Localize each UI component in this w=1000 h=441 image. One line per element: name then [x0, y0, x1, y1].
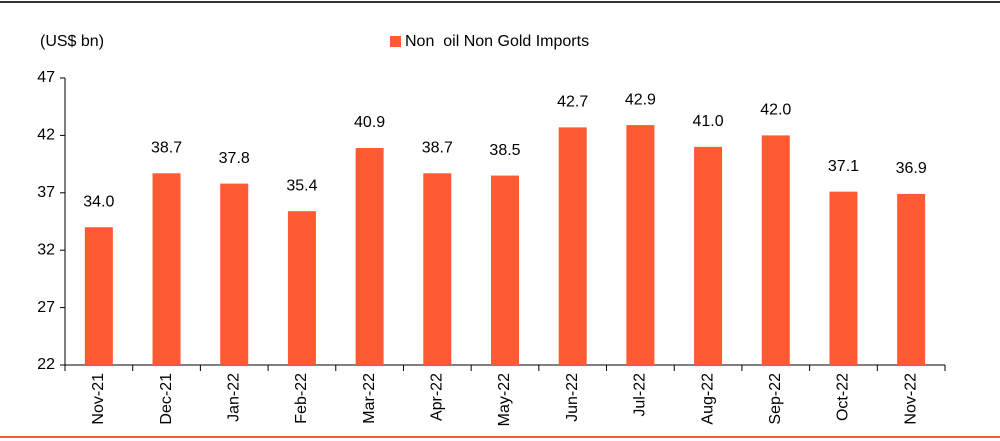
x-tick-label: Sep-22 — [767, 373, 784, 425]
y-tick-label: 22 — [37, 356, 55, 373]
x-tick-label: Mar-22 — [361, 373, 378, 424]
bar — [829, 191, 858, 365]
y-tick-label: 42 — [37, 127, 55, 144]
value-label: 38.7 — [422, 140, 453, 157]
bar — [152, 173, 181, 365]
x-tick-label: Oct-22 — [835, 373, 852, 421]
bar — [897, 193, 926, 365]
value-label: 40.9 — [354, 114, 385, 131]
bar — [84, 227, 113, 365]
value-label: 35.4 — [286, 177, 317, 194]
bar — [220, 183, 249, 365]
value-label: 34.0 — [83, 193, 114, 210]
value-label: 38.7 — [151, 140, 182, 157]
x-tick-label: Nov-22 — [902, 373, 919, 425]
x-tick-label: Jun-22 — [564, 373, 581, 422]
y-tick-label: 47 — [37, 69, 55, 86]
x-tick-label: May-22 — [496, 373, 513, 426]
y-tick-label: 37 — [37, 184, 55, 201]
value-label: 42.7 — [557, 94, 588, 111]
bar — [558, 127, 587, 365]
y-tick-label: 27 — [37, 299, 55, 316]
value-label: 42.0 — [760, 102, 791, 119]
bar — [491, 175, 519, 365]
bar — [761, 135, 790, 365]
bar — [694, 146, 723, 365]
value-label: 38.5 — [489, 142, 520, 159]
bar — [423, 173, 452, 365]
y-tick-label: 32 — [37, 241, 55, 258]
bar — [626, 125, 655, 366]
bar — [355, 148, 384, 365]
y-axis-label: (US$ bn) — [40, 33, 104, 50]
value-label: 41.0 — [693, 113, 724, 130]
value-label: 37.8 — [219, 150, 250, 167]
value-label: 42.9 — [625, 91, 656, 108]
x-tick-label: Dec-21 — [158, 373, 175, 425]
bar — [287, 211, 316, 365]
x-tick-label: Apr-22 — [429, 373, 446, 421]
x-tick-label: Jul-22 — [632, 373, 649, 417]
value-label: 37.1 — [828, 158, 859, 175]
value-label: 36.9 — [896, 160, 927, 177]
legend-label: Non oil Non Gold Imports — [405, 33, 589, 50]
x-tick-label: Jan-22 — [225, 373, 242, 422]
legend-swatch — [390, 36, 401, 47]
x-tick-label: Feb-22 — [293, 373, 310, 424]
x-tick-label: Aug-22 — [699, 373, 716, 425]
x-tick-label: Nov-21 — [90, 373, 107, 425]
